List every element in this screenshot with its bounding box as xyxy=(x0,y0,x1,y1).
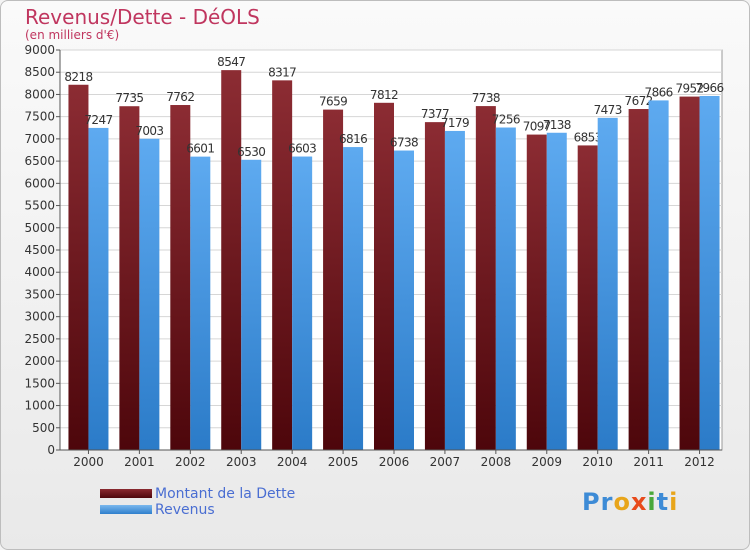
data-label-dette: 7735 xyxy=(115,91,143,105)
y-tick-label: 3500 xyxy=(24,287,55,301)
logo-letter: i xyxy=(647,488,657,516)
y-tick-label: 500 xyxy=(32,421,55,435)
logo-letter: t xyxy=(656,488,670,516)
x-tick-label: 2010 xyxy=(582,455,613,469)
y-tick-label: 7000 xyxy=(24,132,55,146)
x-tick-label: 2005 xyxy=(328,455,359,469)
data-label-dette: 7762 xyxy=(166,90,194,104)
data-label-dette: 8317 xyxy=(268,65,296,79)
bar-revenus xyxy=(241,159,262,450)
data-label-revenus: 6603 xyxy=(288,142,316,156)
bar-revenus xyxy=(546,132,567,450)
y-tick-label: 2000 xyxy=(24,354,55,368)
data-label-dette: 8547 xyxy=(217,55,245,69)
x-tick-label: 2009 xyxy=(531,455,562,469)
x-tick-label: 2012 xyxy=(684,455,715,469)
bar-dette xyxy=(272,80,293,450)
data-label-dette: 6853 xyxy=(574,130,602,144)
x-tick-label: 2008 xyxy=(481,455,512,469)
data-label-revenus: 6530 xyxy=(237,145,265,159)
bar-revenus xyxy=(648,100,669,451)
bar-revenus xyxy=(88,127,109,451)
logo-letter: P xyxy=(582,488,601,516)
y-tick-label: 8500 xyxy=(24,65,55,79)
data-label-dette: 7738 xyxy=(472,91,500,105)
data-label-dette: 7952 xyxy=(675,82,703,96)
data-label-revenus: 7138 xyxy=(543,118,571,132)
y-tick-label: 8000 xyxy=(24,87,55,101)
data-label-revenus: 7866 xyxy=(645,85,673,99)
chart-title: Revenus/Dette - DéOLS xyxy=(25,5,260,29)
bar-revenus xyxy=(292,156,313,451)
bar-revenus xyxy=(495,127,516,450)
bar-revenus xyxy=(190,156,211,450)
bar-dette xyxy=(628,109,649,451)
x-tick-label: 2006 xyxy=(379,455,410,469)
x-tick-label: 2011 xyxy=(633,455,664,469)
logo-letter: x xyxy=(630,488,648,516)
bar-dette xyxy=(679,96,700,451)
bar-revenus xyxy=(343,147,364,451)
bar-dette xyxy=(424,122,445,450)
chart-subtitle: (en milliers d'€) xyxy=(25,28,120,42)
y-tick-label: 7500 xyxy=(24,110,55,124)
y-tick-label: 0 xyxy=(47,443,55,457)
bar-revenus xyxy=(699,95,720,450)
x-tick-label: 2001 xyxy=(124,455,155,469)
y-tick-label: 2500 xyxy=(24,332,55,346)
data-label-dette: 7377 xyxy=(421,107,449,121)
legend-swatch-dette xyxy=(100,489,152,498)
y-tick-label: 5000 xyxy=(24,221,55,235)
logo-letter: r xyxy=(600,488,614,516)
data-label-revenus: 7966 xyxy=(695,81,723,95)
data-label-dette: 7672 xyxy=(625,94,653,108)
bar-dette xyxy=(119,106,140,450)
bar-dette xyxy=(323,109,344,450)
bar-revenus xyxy=(139,138,160,450)
data-label-dette: 7812 xyxy=(370,88,398,102)
data-label-revenus: 6816 xyxy=(339,132,367,146)
y-tick-label: 1000 xyxy=(24,399,55,413)
y-tick-label: 6000 xyxy=(24,176,55,190)
bar-dette xyxy=(577,145,598,450)
x-tick-label: 2000 xyxy=(73,455,104,469)
legend-swatch-revenus xyxy=(100,505,152,514)
legend-label-dette: Montant de la Dette xyxy=(155,486,296,502)
x-tick-label: 2003 xyxy=(226,455,257,469)
data-label-dette: 8218 xyxy=(64,70,92,84)
bar-dette xyxy=(170,105,191,451)
logo-letter: i xyxy=(669,488,679,516)
x-tick-label: 2004 xyxy=(277,455,308,469)
bar-dette xyxy=(374,102,394,451)
data-label-revenus: 7179 xyxy=(441,116,469,130)
bar-dette xyxy=(475,106,496,450)
data-label-revenus: 6601 xyxy=(186,142,214,156)
y-tick-label: 6500 xyxy=(24,154,55,168)
x-tick-label: 2007 xyxy=(430,455,461,469)
y-tick-label: 4000 xyxy=(24,265,55,279)
bar-dette xyxy=(221,70,242,450)
data-label-revenus: 6738 xyxy=(390,136,418,150)
y-tick-label: 9000 xyxy=(24,43,55,57)
data-label-dette: 7097 xyxy=(523,120,551,134)
y-tick-label: 4500 xyxy=(24,243,55,257)
data-label-revenus: 7247 xyxy=(84,113,112,127)
bar-dette xyxy=(526,134,547,451)
bar-revenus xyxy=(597,117,618,450)
y-tick-label: 1500 xyxy=(24,376,55,390)
data-label-revenus: 7473 xyxy=(594,103,622,117)
data-label-revenus: 7256 xyxy=(492,113,520,127)
legend-label-revenus: Revenus xyxy=(155,502,215,518)
x-tick-label: 2002 xyxy=(175,455,206,469)
bar-dette xyxy=(68,84,89,450)
bar-revenus xyxy=(394,150,414,451)
logo-letter: o xyxy=(613,488,631,516)
y-tick-label: 5500 xyxy=(24,199,55,213)
data-label-dette: 7659 xyxy=(319,95,347,109)
data-label-revenus: 7003 xyxy=(135,124,163,138)
y-tick-label: 3000 xyxy=(24,310,55,324)
bar-revenus xyxy=(444,130,465,450)
proxiti-logo: Proxiti xyxy=(582,488,678,516)
